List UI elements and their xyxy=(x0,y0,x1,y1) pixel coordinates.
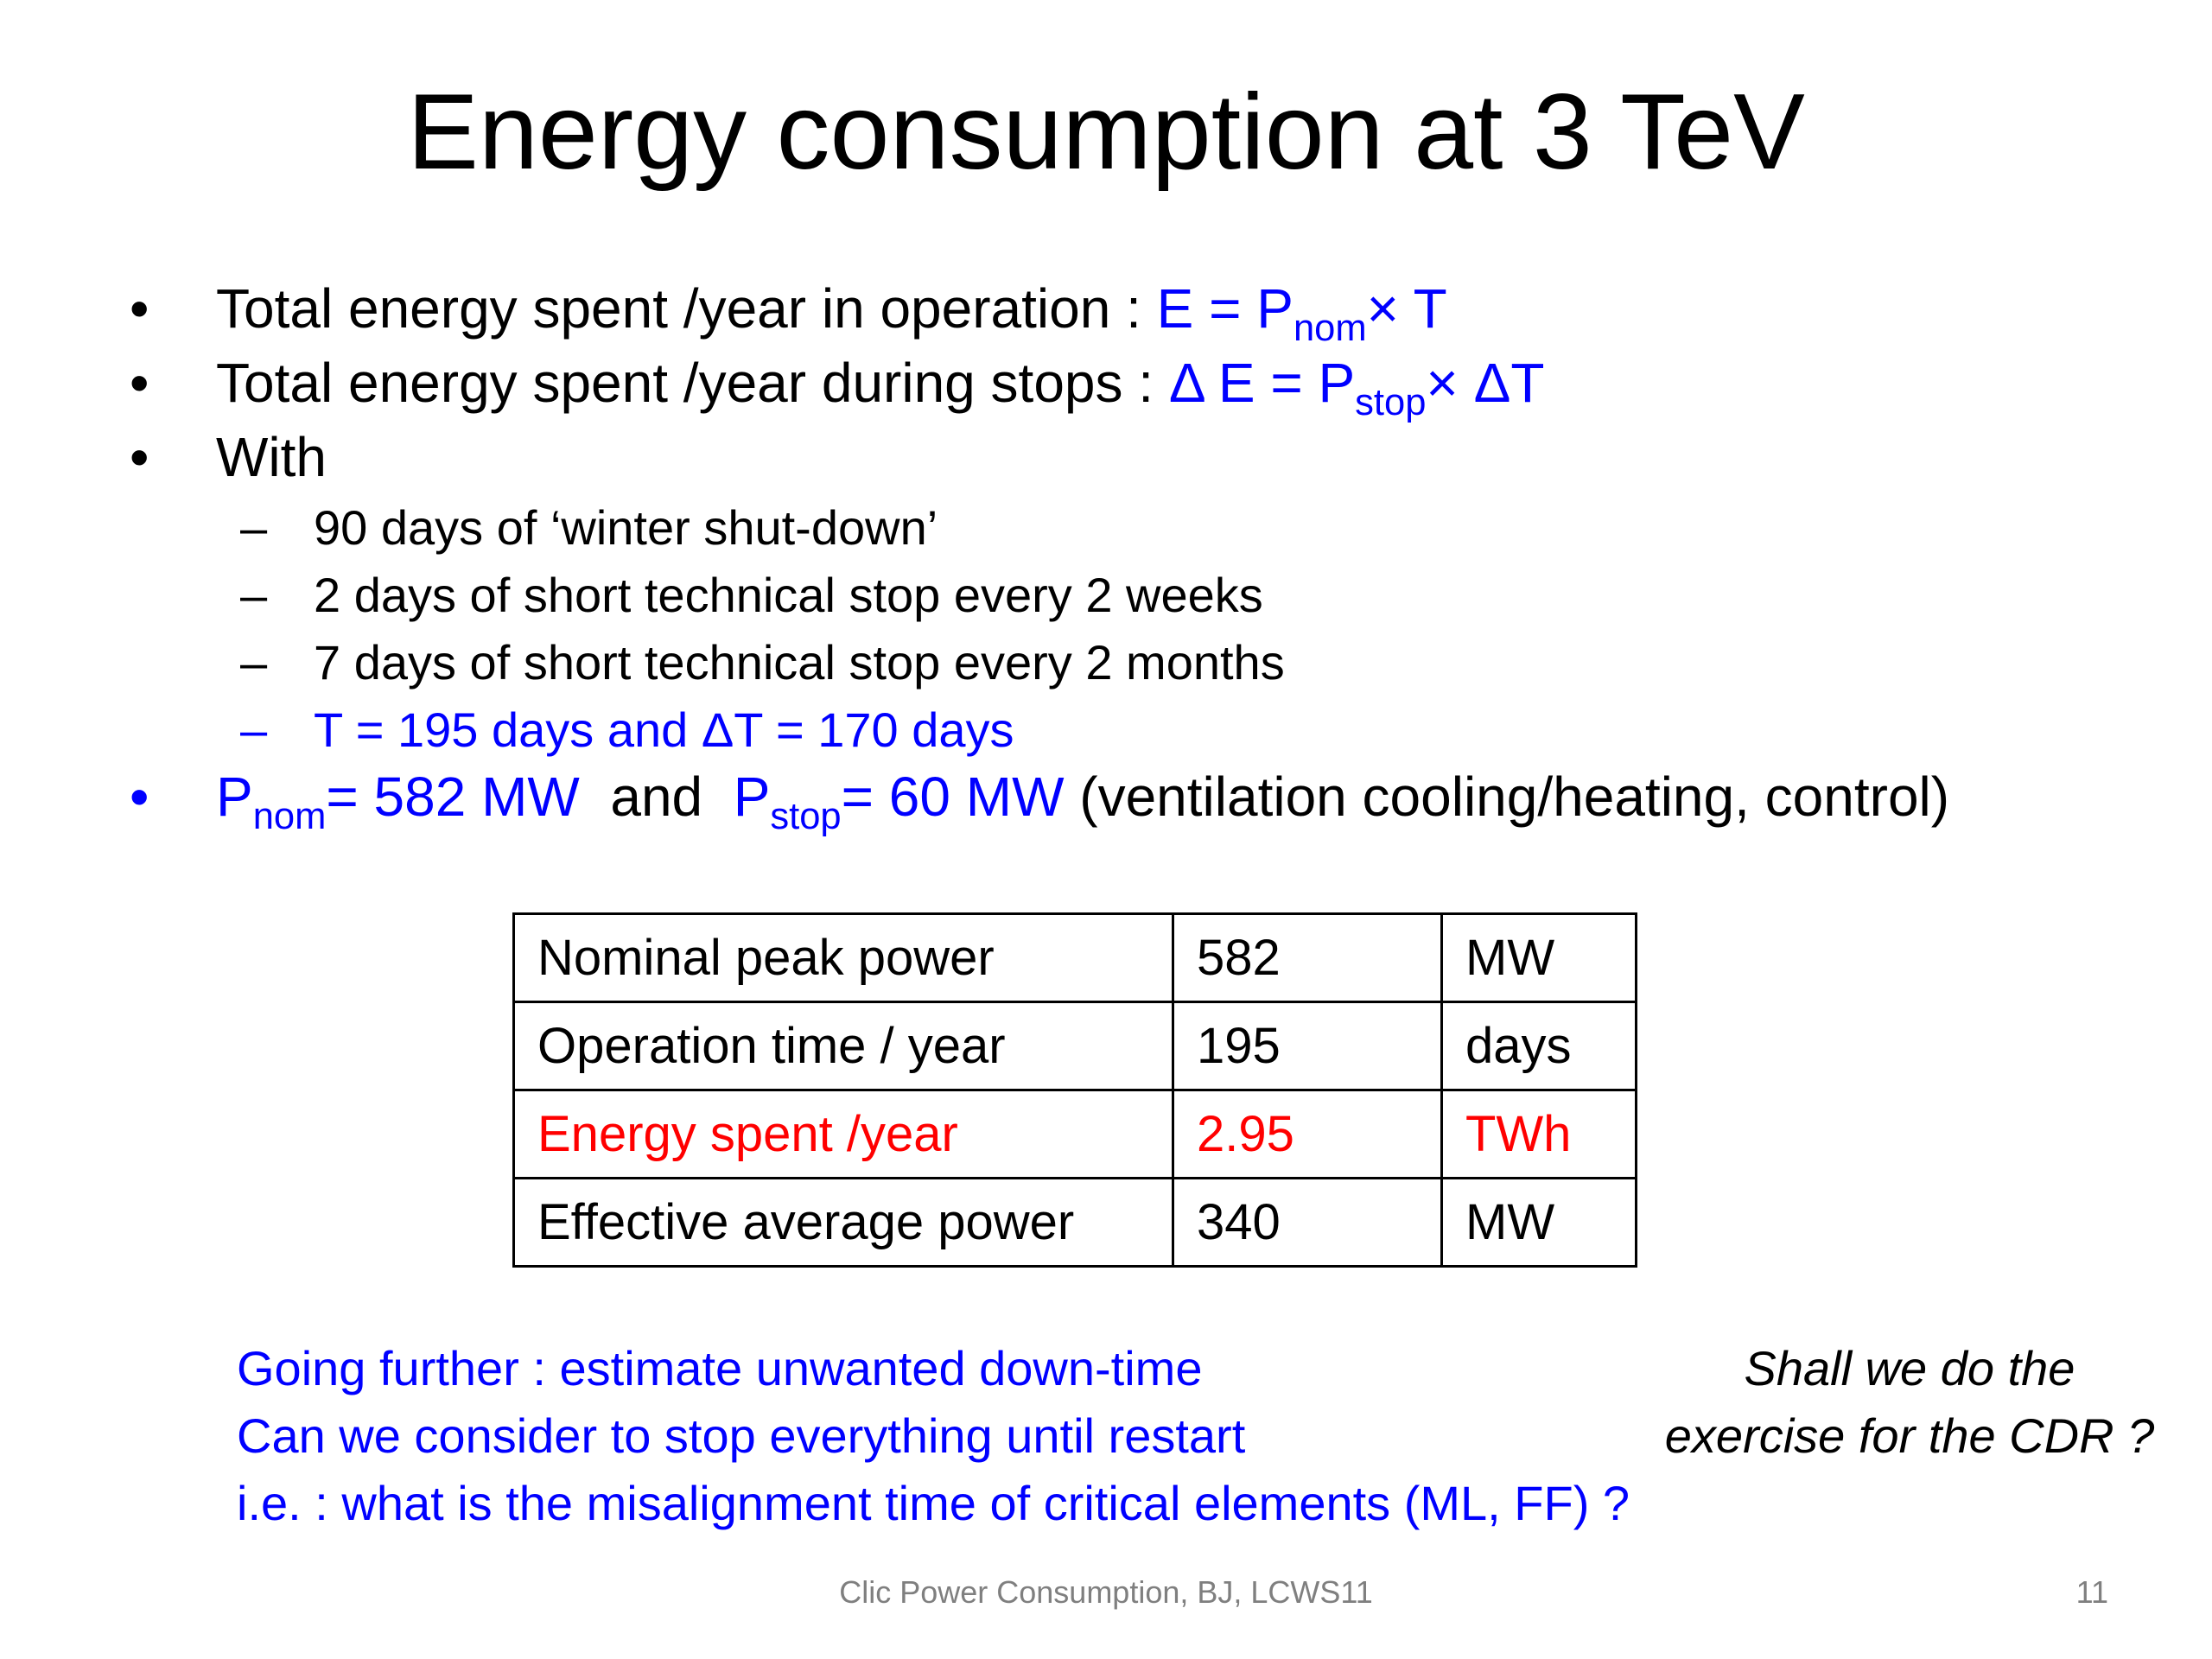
going-further-text: Going further : estimate unwanted down-t… xyxy=(237,1335,1630,1537)
subbullet-marker: – xyxy=(240,568,268,622)
bullet-text: Total energy spent /year in operation : xyxy=(216,277,1157,340)
table-cell-value: 2.95 xyxy=(1172,1089,1443,1179)
table-cell-label: Operation time / year xyxy=(512,1001,1174,1091)
pnom-formula: Pnom= 582 MW xyxy=(216,766,580,838)
energy-table: Nominal peak power 582 MW Operation time… xyxy=(512,912,1637,1268)
pstop-formula: Pstop= 60 MW xyxy=(733,766,1065,838)
further-line: i.e. : what is the misalignment time of … xyxy=(237,1476,1630,1530)
subbullet-marker: – xyxy=(240,702,268,757)
table-cell-value: 340 xyxy=(1172,1177,1443,1268)
further-line: Going further : estimate unwanted down-t… xyxy=(237,1341,1203,1395)
subbullet-text: 7 days of short technical stop every 2 m… xyxy=(314,635,1285,690)
bullet-marker: • xyxy=(130,766,149,828)
bullet-marker: • xyxy=(130,426,149,488)
table-cell-value: 195 xyxy=(1172,1001,1443,1091)
subbullet-text: 90 days of ‘winter shut-down’ xyxy=(314,500,938,555)
cdr-question: Shall we do the exercise for the CDR ? xyxy=(1633,1335,2186,1470)
table-cell-label: Energy spent /year xyxy=(512,1089,1174,1179)
bullet-text: Total energy spent /year during stops : xyxy=(216,352,1169,414)
table-cell-unit: days xyxy=(1440,1001,1637,1091)
table-row: Effective average power 340 MW xyxy=(512,1177,1637,1268)
subbullet-text: T = 195 days and ΔT = 170 days xyxy=(314,702,1014,757)
table-cell-unit: MW xyxy=(1440,912,1637,1003)
bullet-marker: • xyxy=(130,277,149,340)
slide-footer: Clic Power Consumption, BJ, LCWS11 xyxy=(839,1574,1373,1610)
formula-energy-stops: Δ E = Pstop× ΔT xyxy=(1168,352,1545,424)
formula-energy-operation: E = Pnom× T xyxy=(1156,277,1447,350)
power-note: (ventilation cooling/heating, control) xyxy=(1064,766,1950,828)
aside-line: Shall we do the xyxy=(1744,1341,2075,1395)
table-row: Nominal peak power 582 MW xyxy=(512,912,1637,1003)
table-cell-value: 582 xyxy=(1172,912,1443,1003)
further-line: Can we consider to stop everything until… xyxy=(237,1408,1246,1463)
subbullet-text: 2 days of short technical stop every 2 w… xyxy=(314,568,1263,622)
subbullet-marker: – xyxy=(240,635,268,690)
table-row-highlighted: Energy spent /year 2.95 TWh xyxy=(512,1089,1637,1179)
page-number: 11 xyxy=(2075,1574,2108,1610)
slide-title: Energy consumption at 3 TeV xyxy=(407,73,1805,192)
table-cell-unit: TWh xyxy=(1440,1089,1637,1179)
subbullet-marker: – xyxy=(240,500,268,555)
table-cell-unit: MW xyxy=(1440,1177,1637,1268)
table-row: Operation time / year 195 days xyxy=(512,1001,1637,1091)
and-text: and xyxy=(579,766,734,828)
table-cell-label: Nominal peak power xyxy=(512,912,1174,1003)
bullet-marker: • xyxy=(130,352,149,414)
aside-line: exercise for the CDR ? xyxy=(1664,1408,2155,1463)
table-cell-label: Effective average power xyxy=(512,1177,1174,1268)
bullet-text: With xyxy=(216,426,327,488)
